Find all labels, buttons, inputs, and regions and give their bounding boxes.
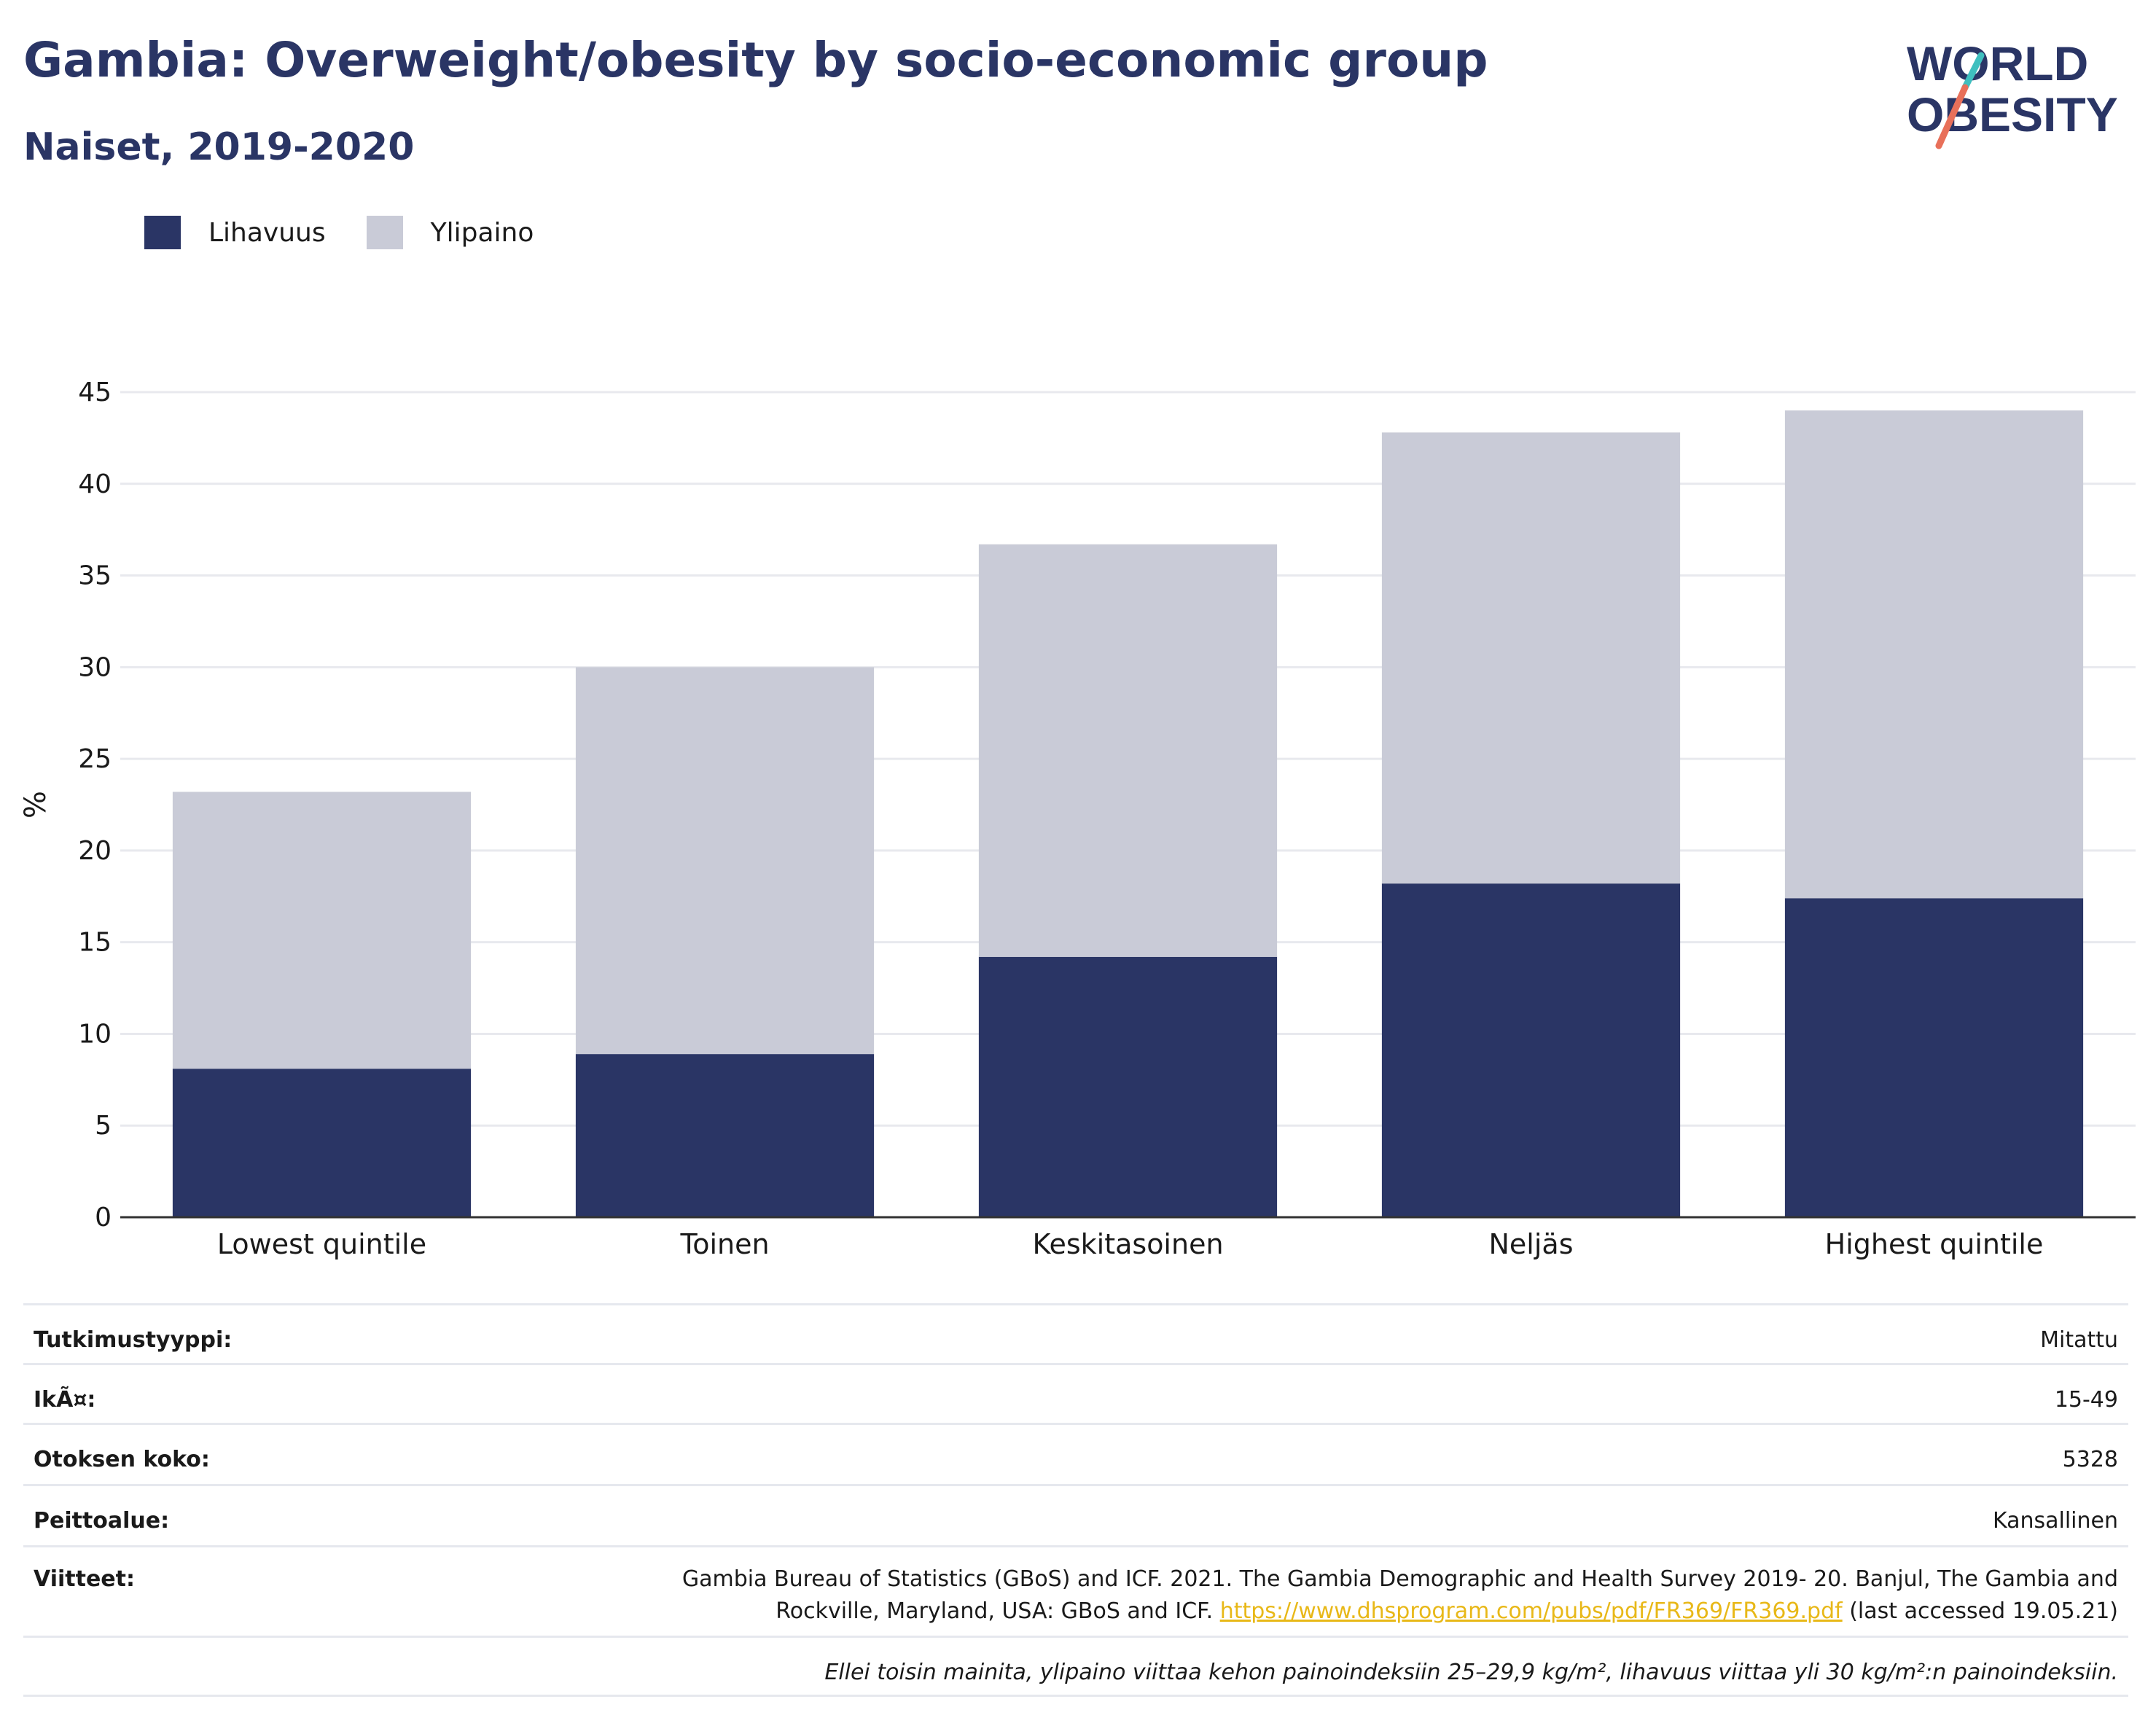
logo-text-obesity: OBESITY bbox=[1907, 87, 2118, 141]
world-obesity-logo: WORLD OBESITY bbox=[1907, 36, 2118, 149]
bar-obesity bbox=[978, 956, 1278, 1217]
sample-size-label: Otoksen koko: bbox=[34, 1447, 210, 1472]
chart-legend: Lihavuus Ylipaino bbox=[144, 216, 574, 249]
legend-label-obesity: Lihavuus bbox=[208, 217, 326, 248]
legend-swatch-overweight bbox=[366, 216, 403, 249]
y-tick-label: 0 bbox=[95, 1203, 112, 1233]
x-tick-label: Lowest quintile bbox=[217, 1228, 426, 1260]
references-label: Viitteet: bbox=[34, 1566, 135, 1592]
y-tick-label: 5 bbox=[95, 1111, 112, 1141]
y-tick-label: 15 bbox=[78, 928, 112, 958]
y-tick-label: 35 bbox=[78, 561, 112, 591]
reference-text-line1: Gambia Bureau of Statistics (GBoS) and I… bbox=[681, 1566, 2118, 1592]
legend-label-overweight: Ylipaino bbox=[430, 217, 534, 248]
sample-size-value: 5328 bbox=[2062, 1447, 2118, 1472]
legend-swatch-obesity bbox=[144, 216, 181, 249]
metadata-table: Tutkimustyyppi: Mitattu IkÃ¤: 15-49 Otok… bbox=[23, 1303, 2128, 1697]
bar-overweight bbox=[1784, 410, 2084, 899]
meta-row-coverage: Peittoalue: Kansallinen bbox=[23, 1484, 2128, 1545]
x-tick-label: Toinen bbox=[679, 1228, 769, 1260]
y-axis-label: % bbox=[19, 791, 52, 819]
age-label: IkÃ¤: bbox=[34, 1387, 96, 1413]
bar-obesity bbox=[1784, 898, 2084, 1217]
reference-link[interactable]: https://www.dhsprogram.com/pubs/pdf/FR36… bbox=[1219, 1598, 1843, 1624]
bar-obesity bbox=[1381, 883, 1681, 1217]
logo-text-world: WORLD bbox=[1907, 36, 2088, 90]
meta-row-age: IkÃ¤: 15-49 bbox=[23, 1363, 2128, 1423]
logo-slash-teal bbox=[1961, 52, 1985, 91]
x-tick-label: Neljäs bbox=[1488, 1228, 1573, 1260]
references-value: Gambia Bureau of Statistics (GBoS) and I… bbox=[682, 1563, 2118, 1628]
x-tick-label: Keskitasoinen bbox=[1032, 1228, 1223, 1260]
meta-row-sample-size: Otoksen koko: 5328 bbox=[23, 1423, 2128, 1484]
bar-overweight bbox=[1381, 432, 1681, 884]
chart-subtitle: Naiset, 2019-2020 bbox=[23, 125, 415, 169]
meta-row-study-type: Tutkimustyyppi: Mitattu bbox=[23, 1303, 2128, 1363]
coverage-value: Kansallinen bbox=[1992, 1508, 2118, 1534]
bar-obesity bbox=[172, 1069, 472, 1217]
reference-text-line3: (last accessed 19.05.21) bbox=[1842, 1598, 2118, 1624]
study-type-label: Tutkimustyyppi: bbox=[34, 1327, 233, 1353]
meta-row-note: Ellei toisin mainita, ylipaino viittaa k… bbox=[23, 1636, 2128, 1697]
age-value: 15-49 bbox=[2054, 1387, 2118, 1413]
bar-overweight bbox=[172, 792, 472, 1069]
bar-obesity bbox=[575, 1054, 875, 1217]
y-tick-label: 40 bbox=[78, 469, 112, 499]
study-type-value: Mitattu bbox=[2040, 1327, 2118, 1353]
x-tick-label: Highest quintile bbox=[1825, 1228, 2044, 1260]
y-tick-label: 10 bbox=[78, 1019, 112, 1049]
reference-text-line2: Rockville, Maryland, USA: GBoS and ICF. bbox=[776, 1598, 1220, 1624]
chart-title: Gambia: Overweight/obesity by socio-econ… bbox=[23, 32, 1488, 88]
y-tick-label: 20 bbox=[78, 836, 112, 866]
bar-chart: 0 5 10 15 20 25 30 35 40 45% Lowest quintile Toinen… bbox=[19, 378, 2136, 1260]
logo-slash-coral bbox=[1935, 84, 1969, 149]
bar-overweight bbox=[575, 667, 875, 1055]
y-tick-label: 45 bbox=[78, 378, 112, 407]
y-tick-label: 30 bbox=[78, 652, 112, 682]
coverage-label: Peittoalue: bbox=[34, 1508, 170, 1534]
definition-note: Ellei toisin mainita, ylipaino viittaa k… bbox=[824, 1660, 2118, 1685]
meta-row-references: Viitteet: Gambia Bureau of Statistics (G… bbox=[23, 1545, 2128, 1636]
y-tick-label: 25 bbox=[78, 744, 112, 774]
bar-overweight bbox=[978, 544, 1278, 957]
